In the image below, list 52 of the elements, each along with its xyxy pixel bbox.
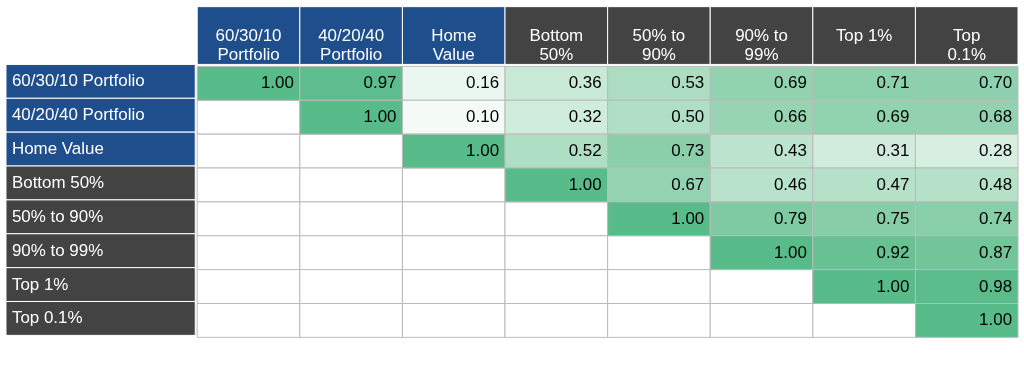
y-tick-label: Home Value [11, 139, 104, 159]
y-tick-label: 50% to 90% [11, 206, 104, 226]
data-label: 0.70 [979, 73, 1013, 93]
data-label: 0.16 [466, 73, 500, 93]
data-label: 0.68 [979, 107, 1013, 127]
data-label: 0.74 [979, 208, 1013, 228]
data-label: 0.43 [773, 141, 807, 161]
data-label: 0.87 [979, 242, 1013, 262]
data-label: 0.32 [568, 107, 602, 127]
data-label: 0.69 [773, 73, 807, 93]
data-label: 0.75 [876, 208, 910, 228]
data-label: 0.53 [671, 73, 705, 93]
data-label: 0.52 [568, 141, 602, 161]
data-label: 0.79 [773, 208, 807, 228]
y-tick-label: Top 0.1% [11, 308, 83, 328]
data-label: 0.92 [876, 242, 910, 262]
y-tick-label: Top 1% [11, 274, 69, 294]
data-label: 0.48 [979, 174, 1013, 194]
y-tick-label: 60/30/10 Portfolio [11, 71, 145, 91]
data-label: 0.98 [979, 276, 1013, 296]
data-label: 1.00 [363, 107, 397, 127]
x-tick-label: Top 1% [835, 25, 893, 45]
data-label: 0.36 [568, 73, 602, 93]
data-label: 1.00 [671, 208, 705, 228]
x-tick-label: Home Value [431, 25, 477, 65]
data-label: 1.00 [260, 73, 294, 93]
data-label: 0.67 [671, 174, 705, 194]
data-label: 0.97 [363, 73, 397, 93]
x-tick-label: 50% to 90% [632, 25, 686, 65]
data-label: 0.46 [773, 174, 807, 194]
y-tick-label: 90% to 99% [11, 240, 104, 260]
data-label: 1.00 [876, 276, 910, 296]
data-label: 0.73 [671, 141, 705, 161]
data-label: 0.28 [979, 141, 1013, 161]
data-label: 0.31 [876, 141, 910, 161]
x-tick-label: 90% to 99% [735, 25, 788, 65]
data-label: 0.69 [876, 107, 910, 127]
data-label: 0.71 [876, 73, 910, 93]
x-tick-label: Top 0.1% [947, 25, 987, 65]
y-tick-label: 40/20/40 Portfolio [11, 105, 145, 125]
data-label: 1.00 [979, 310, 1013, 330]
data-label: 1.00 [466, 141, 500, 161]
data-label: 1.00 [773, 242, 807, 262]
data-label: 0.66 [773, 107, 807, 127]
data-label: 0.50 [671, 107, 705, 127]
x-tick-label: Bottom 50% [529, 25, 584, 65]
x-tick-label: 40/20/40 Portfolio [318, 25, 385, 65]
data-label: 0.10 [466, 107, 500, 127]
y-tick-label: Bottom 50% [11, 172, 105, 192]
x-tick-label: 60/30/10 Portfolio [215, 25, 282, 65]
data-label: 1.00 [568, 174, 602, 194]
data-label: 0.47 [876, 174, 910, 194]
